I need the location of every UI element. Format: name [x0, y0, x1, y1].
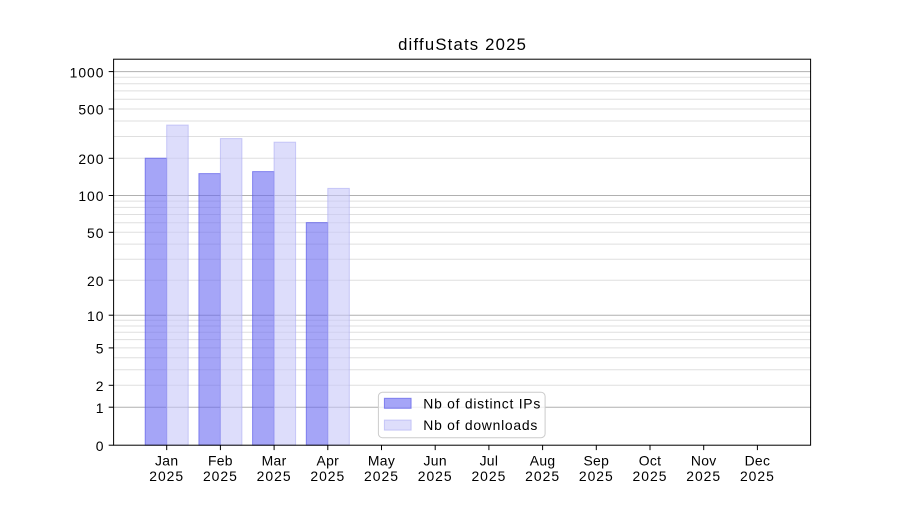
- svg-text:Dec: Dec: [745, 453, 771, 469]
- svg-text:2025: 2025: [686, 468, 721, 484]
- svg-text:5: 5: [96, 341, 105, 357]
- svg-text:100: 100: [78, 188, 104, 204]
- svg-text:2025: 2025: [633, 468, 668, 484]
- svg-text:2025: 2025: [364, 468, 399, 484]
- svg-text:Mar: Mar: [262, 453, 287, 469]
- svg-text:Nb of distinct IPs: Nb of distinct IPs: [423, 395, 541, 411]
- svg-text:2025: 2025: [579, 468, 614, 484]
- svg-text:500: 500: [78, 102, 104, 118]
- svg-text:2025: 2025: [471, 468, 506, 484]
- svg-text:2025: 2025: [740, 468, 775, 484]
- svg-text:Feb: Feb: [208, 453, 233, 469]
- svg-text:Nb of downloads: Nb of downloads: [423, 417, 538, 433]
- svg-text:1: 1: [96, 400, 105, 416]
- svg-text:Apr: Apr: [317, 453, 340, 469]
- svg-text:2025: 2025: [257, 468, 292, 484]
- svg-text:diffuStats 2025: diffuStats 2025: [398, 35, 527, 54]
- svg-text:2025: 2025: [310, 468, 345, 484]
- svg-text:Jun: Jun: [424, 453, 447, 469]
- svg-text:2025: 2025: [203, 468, 238, 484]
- svg-text:Aug: Aug: [530, 453, 556, 469]
- svg-text:Jan: Jan: [155, 453, 178, 469]
- svg-text:200: 200: [78, 151, 104, 167]
- svg-text:10: 10: [87, 308, 104, 324]
- svg-text:Oct: Oct: [639, 453, 662, 469]
- svg-text:Nov: Nov: [691, 453, 717, 469]
- svg-text:2025: 2025: [149, 468, 184, 484]
- svg-text:Jul: Jul: [480, 453, 499, 469]
- svg-text:2025: 2025: [525, 468, 560, 484]
- svg-text:50: 50: [87, 225, 104, 241]
- svg-text:0: 0: [96, 438, 105, 454]
- svg-text:2025: 2025: [418, 468, 453, 484]
- svg-text:May: May: [368, 453, 395, 469]
- svg-text:Sep: Sep: [583, 453, 609, 469]
- svg-text:20: 20: [87, 273, 104, 289]
- svg-text:2: 2: [96, 378, 105, 394]
- svg-text:1000: 1000: [70, 64, 105, 80]
